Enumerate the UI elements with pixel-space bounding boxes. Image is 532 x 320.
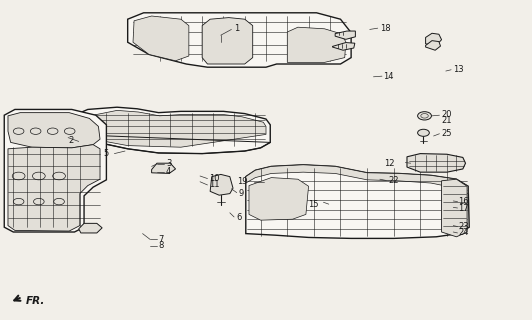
Text: 7: 7 <box>159 235 164 244</box>
Polygon shape <box>426 41 440 50</box>
Text: 5: 5 <box>104 149 109 158</box>
Text: 12: 12 <box>384 159 395 168</box>
Text: 3: 3 <box>166 159 171 168</box>
Polygon shape <box>8 113 100 148</box>
Text: 8: 8 <box>159 241 164 250</box>
Polygon shape <box>69 107 270 154</box>
Text: 6: 6 <box>236 213 242 222</box>
Text: 19: 19 <box>237 177 247 186</box>
Polygon shape <box>4 109 106 232</box>
Polygon shape <box>246 165 468 194</box>
Text: 18: 18 <box>380 24 390 33</box>
Text: 21: 21 <box>442 116 452 125</box>
Polygon shape <box>8 145 100 231</box>
Text: 25: 25 <box>442 129 452 138</box>
Polygon shape <box>287 27 346 62</box>
Text: FR.: FR. <box>26 296 45 306</box>
Polygon shape <box>79 223 102 233</box>
Polygon shape <box>210 174 233 195</box>
Text: 16: 16 <box>459 197 469 206</box>
Text: 1: 1 <box>234 24 239 33</box>
Circle shape <box>418 129 429 136</box>
Polygon shape <box>442 179 467 237</box>
Text: 24: 24 <box>459 228 469 237</box>
Text: 4: 4 <box>166 167 171 176</box>
Text: 22: 22 <box>388 176 399 185</box>
Polygon shape <box>128 13 351 67</box>
Circle shape <box>418 112 431 120</box>
Polygon shape <box>93 110 266 147</box>
Text: 15: 15 <box>307 200 318 209</box>
Text: 13: 13 <box>453 65 464 74</box>
Text: 20: 20 <box>442 110 452 119</box>
Polygon shape <box>246 165 469 238</box>
Polygon shape <box>332 43 355 50</box>
Polygon shape <box>133 16 189 61</box>
Polygon shape <box>152 163 176 173</box>
Polygon shape <box>335 31 355 39</box>
Text: 14: 14 <box>383 72 394 81</box>
Text: 23: 23 <box>459 222 469 231</box>
Text: 9: 9 <box>238 189 244 198</box>
Polygon shape <box>426 33 442 45</box>
Text: 11: 11 <box>209 180 220 189</box>
Text: 17: 17 <box>459 204 469 212</box>
Polygon shape <box>249 178 309 220</box>
Polygon shape <box>202 18 253 64</box>
Text: 2: 2 <box>68 136 73 145</box>
Text: 10: 10 <box>209 174 220 183</box>
Polygon shape <box>407 154 466 172</box>
